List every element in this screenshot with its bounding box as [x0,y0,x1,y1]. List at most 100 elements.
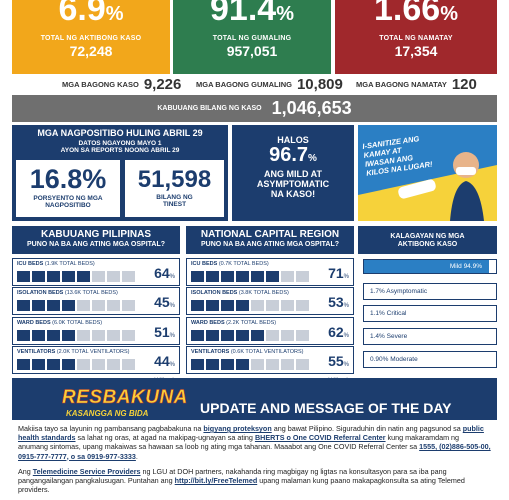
new-recovered: MGA BAGONG GUMALING 10,809 [196,76,343,93]
bed-icon [221,300,234,311]
bed-icon [17,300,30,311]
ventilator-icon-row [17,359,135,370]
bed-icon-row [191,271,309,282]
bed-icon [77,271,90,282]
message-body: Makiisa tayo sa layunin ng pambansang pa… [12,420,497,500]
status-mild-label: Mild 94.9% [449,263,482,270]
bed-icon-row [17,330,135,341]
tested-box: 51,598 BILANG NG TINEST [125,160,224,217]
bed-icon [17,271,30,282]
ph-util-row: WARD BEDS (6.0K TOTAL BEDS)51%Utilized [12,317,180,355]
bed-icon [251,271,264,282]
recovered-block: 91.4% TOTAL NG GUMALING 957,051 [173,0,331,74]
message-paragraph-1: Makiisa tayo sa layunin ng pambansang pa… [18,424,491,461]
bed-icon [92,300,105,311]
positivity-sub1: DATOS NGAYONG MAYO 1 [78,140,162,147]
ncr-util-row: ISOLATION BEDS (3.8K TOTAL BEDS)53%Utili… [186,287,354,325]
deaths-value: 17,354 [394,43,438,59]
bed-icon [122,300,135,311]
mild-pct: 96.7 [269,144,309,166]
bed-icon [266,271,279,282]
active-cases-block: 6.9% TOTAL NG AKTIBONG KASO 72,248 [12,0,170,74]
total-label: KABUUANG BILANG NG KASO [157,105,262,112]
active-label: TOTAL NG AKTIBONG KASO [40,35,142,42]
ph-util-row: VENTILATORS (2.0K TOTAL VENTILATORS)44%U… [12,346,180,384]
bed-icon [296,330,309,341]
mild-unit: % [308,153,317,164]
bed-icon-row [17,271,135,282]
ventilator-icon [47,359,60,370]
ventilator-icon [296,359,309,370]
bed-icon [62,300,75,311]
status-item: 1.1% Critical [363,305,497,322]
bed-icon [206,330,219,341]
bed-icon-row [17,300,135,311]
util-label: WARD BEDS (6.0K TOTAL BEDS) [17,320,103,326]
bed-icon [62,330,75,341]
bed-icon [122,330,135,341]
bed-icon [122,271,135,282]
bed-icon [107,300,120,311]
bed-icon-row [191,330,309,341]
status-mild-bar: Mild 94.9% [363,259,497,274]
util-label: ICU BEDS (1.9K TOTAL BEDS) [17,261,95,267]
total-cases-bar: KABUUANG BILANG NG KASO 1,046,653 [12,95,497,122]
positivity-sub2: AYON SA REPORTS NOONG ABRIL 29 [60,147,180,154]
bed-icon [191,300,204,311]
new-deaths: MGA BAGONG NAMATAY 120 [356,76,477,93]
new-cases: MGA BAGONG KASO 9,226 [62,76,182,93]
bed-icon [32,330,45,341]
bed-icon [92,330,105,341]
bed-icon [107,330,120,341]
bed-icon [47,330,60,341]
bed-icon [206,271,219,282]
positivity-rate-box: 16.8% PORSYENTO NG MGA NAGPOSITIBO [16,160,120,217]
ventilator-icon [266,359,279,370]
bed-icon [32,300,45,311]
bed-icon [221,330,234,341]
util-label: VENTILATORS (2.0K TOTAL VENTILATORS) [17,349,130,355]
ventilator-icon-row [191,359,309,370]
positivity-rate-label-1: PORSYENTO NG MGA [33,195,103,202]
positivity-panel: MGA NAGPOSITIBO HULING ABRIL 29 DATOS NG… [12,125,228,221]
ph-subtitle: PUNO NA BA ANG ATING MGA OSPITAL? [26,241,166,248]
deaths-block: 1.66% TOTAL NG NAMATAY 17,354 [335,0,497,74]
telemed-link[interactable]: http://bit.ly/FreeTelemed [174,476,258,486]
ventilator-icon [236,359,249,370]
bed-icon [266,300,279,311]
bed-icon [47,271,60,282]
bed-icon [191,330,204,341]
resbakuna-logo: RESBAKUNA KASANGGA NG BIDA [62,387,190,419]
ph-title: KABUUANG PILIPINAS [40,229,151,240]
recovered-value: 957,051 [226,43,278,59]
ventilator-icon [191,359,204,370]
ncr-subtitle: PUNO NA BA ANG ATING MGA OSPITAL? [200,241,340,248]
bed-icon [221,271,234,282]
ventilator-icon [281,359,294,370]
ph-hospital-header: KABUUANG PILIPINAS PUNO NA BA ANG ATING … [12,226,180,254]
ventilator-icon [32,359,45,370]
status-mild-fill [364,260,490,273]
bed-icon [92,271,105,282]
mild-l3: ASYMPTOMATIC [256,179,330,189]
status-header: KALAGAYAN NG MGA AKTIBONG KASO [358,226,497,254]
status-item: 1.7% Asymptomatic [363,283,497,300]
bed-icon [296,300,309,311]
bed-icon-row [191,300,309,311]
ncr-util-row: VENTILATORS (0.6K TOTAL VENTILATORS)55%U… [186,346,354,384]
bed-icon [281,271,294,282]
mild-l2: ANG MILD AT [264,169,322,179]
bed-icon [32,271,45,282]
bed-icon [77,300,90,311]
ncr-hospital-header: NATIONAL CAPITAL REGION PUNO NA BA ANG A… [186,226,354,254]
positivity-rate-unit: % [82,164,107,194]
bed-icon [281,300,294,311]
resbakuna-tagline: KASANGGA NG BIDA [66,409,149,418]
ventilator-icon [251,359,264,370]
util-label: ICU BEDS (0.7K TOTAL BEDS) [191,261,269,267]
active-pct: 6.9% [58,0,124,28]
ventilator-icon [107,359,120,370]
ventilator-icon [62,359,75,370]
util-label: ISOLATION BEDS (3.8K TOTAL BEDS) [191,290,289,296]
ph-util-row: ISOLATION BEDS (13.6K TOTAL BEDS)45%Util… [12,287,180,325]
